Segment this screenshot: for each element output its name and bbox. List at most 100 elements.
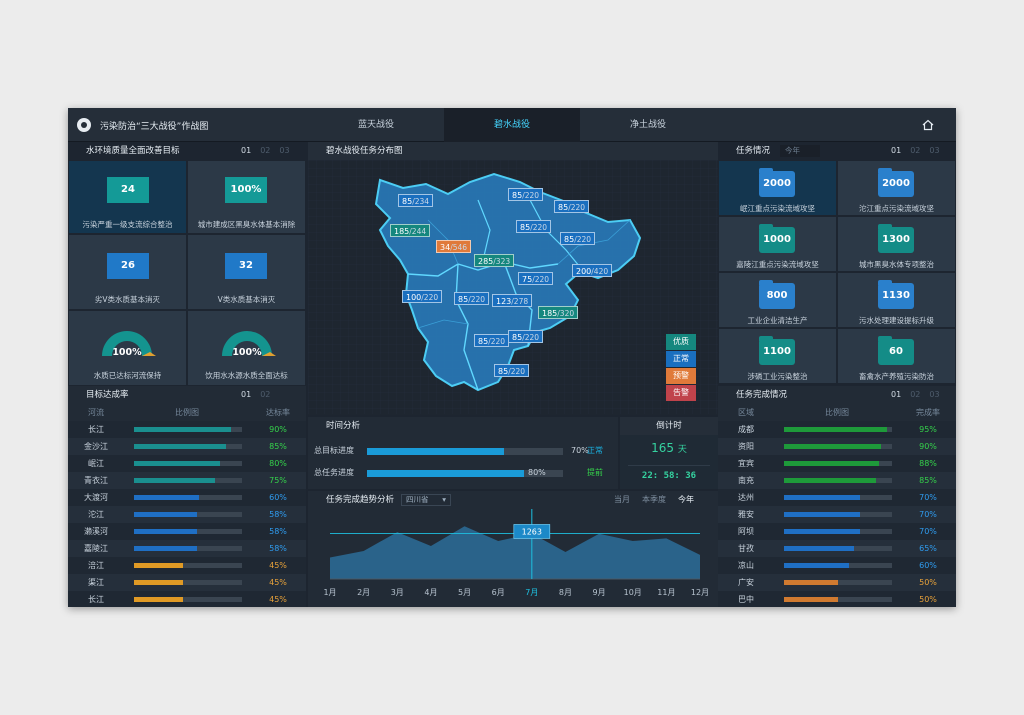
goal-card[interactable]: 100% 城市建成区黑臭水体基本消除 xyxy=(188,161,305,233)
folder-icon: 2000 xyxy=(878,168,914,197)
legend-warning[interactable]: 预警 xyxy=(666,368,696,384)
task-card[interactable]: 1130 污水处理建设提标升级 xyxy=(838,273,955,327)
table-row[interactable]: 涪江 45% xyxy=(68,557,306,574)
goal-card[interactable]: 100% 饮用水水源水质全面达标 xyxy=(188,311,305,385)
map-pin[interactable]: 85/220 xyxy=(560,232,596,245)
map-pin[interactable]: 85/220 xyxy=(494,364,530,377)
page-01[interactable]: 01 xyxy=(891,146,902,155)
table-row[interactable]: 宜宾 88% xyxy=(718,455,956,472)
table-row[interactable]: 嘉陵江 58% xyxy=(68,540,306,557)
sichuan-map[interactable]: 85/234 185/244 34/546 285/323 85/220 85/… xyxy=(308,160,718,414)
table-row[interactable]: 大渡河 60% xyxy=(68,489,306,506)
map-pin[interactable]: 34/546 xyxy=(436,240,472,253)
table-row[interactable]: 巴中 50% xyxy=(718,591,956,607)
map-pin[interactable]: 85/220 xyxy=(516,220,552,233)
map-pin[interactable]: 185/320 xyxy=(538,306,579,319)
map-pin[interactable]: 85/220 xyxy=(554,200,590,213)
page-02[interactable]: 02 xyxy=(910,390,921,399)
page-02[interactable]: 02 xyxy=(260,146,271,155)
row-percent: 45% xyxy=(250,591,306,607)
page-02[interactable]: 02 xyxy=(910,146,921,155)
task-card[interactable]: 2000 沱江重点污染流域攻坚 xyxy=(838,161,955,215)
tab-year[interactable]: 今年 xyxy=(678,495,694,504)
page-03[interactable]: 03 xyxy=(929,146,940,155)
table-row[interactable]: 成都 95% xyxy=(718,421,956,438)
tab-month[interactable]: 当月 xyxy=(614,495,630,504)
table-row[interactable]: 广安 50% xyxy=(718,574,956,591)
map-pin[interactable]: 85/220 xyxy=(454,292,490,305)
table-row[interactable]: 雅安 70% xyxy=(718,506,956,523)
page-02[interactable]: 02 xyxy=(260,390,271,399)
row-bar-fill xyxy=(784,529,860,534)
task-card[interactable]: 1100 涉磷工业污染整治 xyxy=(719,329,836,383)
page-01[interactable]: 01 xyxy=(241,146,252,155)
row-bar xyxy=(784,444,892,449)
goal-card[interactable]: 26 劣Ⅴ类水质基本消灭 xyxy=(69,235,186,309)
goal-card[interactable]: 32 Ⅴ类水质基本消灭 xyxy=(188,235,305,309)
row-bar-cell xyxy=(774,421,900,438)
tab-clear-water[interactable]: 碧水战役 xyxy=(444,108,580,142)
table-row[interactable]: 甘孜 65% xyxy=(718,540,956,557)
task-card[interactable]: 2000 岷江重点污染流域攻坚 xyxy=(719,161,836,215)
task-card[interactable]: 1000 嘉陵江重点污染流域攻坚 xyxy=(719,217,836,271)
table-row[interactable]: 南充 85% xyxy=(718,472,956,489)
region-select[interactable]: 四川省 ▾ xyxy=(401,494,451,506)
row-name: 涪江 xyxy=(68,557,124,574)
task-card[interactable]: 800 工业企业清洁生产 xyxy=(719,273,836,327)
panel-title: 任务情况 xyxy=(736,146,771,156)
page-03[interactable]: 03 xyxy=(279,146,290,155)
table-row[interactable]: 凉山 60% xyxy=(718,557,956,574)
map-pin[interactable]: 285/323 xyxy=(474,254,515,267)
legend-excellent[interactable]: 优质 xyxy=(666,334,696,350)
x-tick-label: 7月 xyxy=(525,588,538,597)
table-row[interactable]: 濑溪河 58% xyxy=(68,523,306,540)
table-row[interactable]: 渠江 45% xyxy=(68,574,306,591)
period-select[interactable]: 今年 xyxy=(780,145,820,157)
table-row[interactable]: 长江 45% xyxy=(68,591,306,607)
row-bar-fill xyxy=(784,546,855,551)
top-bar: 污染防治“三大战役”作战图 蓝天战役 碧水战役 净土战役 xyxy=(68,108,956,142)
legend-alarm[interactable]: 告警 xyxy=(666,385,696,401)
table-row[interactable]: 岷江 80% xyxy=(68,455,306,472)
table-row[interactable]: 青衣江 75% xyxy=(68,472,306,489)
map-pin[interactable]: 185/244 xyxy=(390,224,431,237)
legend-normal[interactable]: 正常 xyxy=(666,351,696,367)
map-pin[interactable]: 85/220 xyxy=(508,188,544,201)
table-row[interactable]: 达州 70% xyxy=(718,489,956,506)
row-bar-cell xyxy=(774,591,900,607)
task-card[interactable]: 60 畜禽水产养殖污染防治 xyxy=(838,329,955,383)
row-bar-fill xyxy=(784,580,838,585)
table-row[interactable]: 长江 90% xyxy=(68,421,306,438)
page-01[interactable]: 01 xyxy=(891,390,902,399)
map-pin[interactable]: 123/278 xyxy=(492,294,533,307)
x-tick-label: 9月 xyxy=(593,588,606,597)
map-pin[interactable]: 85/234 xyxy=(398,194,434,207)
row-bar-fill xyxy=(134,512,197,517)
table-row[interactable]: 阿坝 70% xyxy=(718,523,956,540)
tab-blue-sky[interactable]: 蓝天战役 xyxy=(357,120,394,130)
trend-chart[interactable]: 1263 1月 2月 3月 4月 5月 6月 7月 8月 9月 10月 11月 12月 xyxy=(308,509,718,605)
table-row[interactable]: 沱江 58% xyxy=(68,506,306,523)
row-bar xyxy=(134,529,242,534)
map-pin[interactable]: 85/220 xyxy=(508,330,544,343)
table-row[interactable]: 资阳 90% xyxy=(718,438,956,455)
table-row[interactable]: 金沙江 85% xyxy=(68,438,306,455)
row-percent: 58% xyxy=(250,540,306,557)
row-name: 长江 xyxy=(68,591,124,607)
tab-clean-soil[interactable]: 净土战役 xyxy=(629,120,666,130)
tab-quarter[interactable]: 本季度 xyxy=(642,495,666,504)
page-01[interactable]: 01 xyxy=(241,390,252,399)
x-tick-label: 2月 xyxy=(357,588,370,597)
page-03[interactable]: 03 xyxy=(929,390,940,399)
map-pin[interactable]: 85/220 xyxy=(474,334,510,347)
map-pin[interactable]: 100/220 xyxy=(402,290,443,303)
goal-card[interactable]: 24 污染严重一级支流综合整治 xyxy=(69,161,186,233)
row-name: 成都 xyxy=(718,421,774,438)
task-card[interactable]: 1300 城市黑臭水体专项整治 xyxy=(838,217,955,271)
row-bar xyxy=(784,478,892,483)
column-header: 比例图 xyxy=(124,404,250,421)
map-pin[interactable]: 75/220 xyxy=(518,272,554,285)
map-pin[interactable]: 200/420 xyxy=(572,264,613,277)
goal-card[interactable]: 100% 水质已达标河流保持 xyxy=(69,311,186,385)
home-icon[interactable] xyxy=(922,119,934,131)
